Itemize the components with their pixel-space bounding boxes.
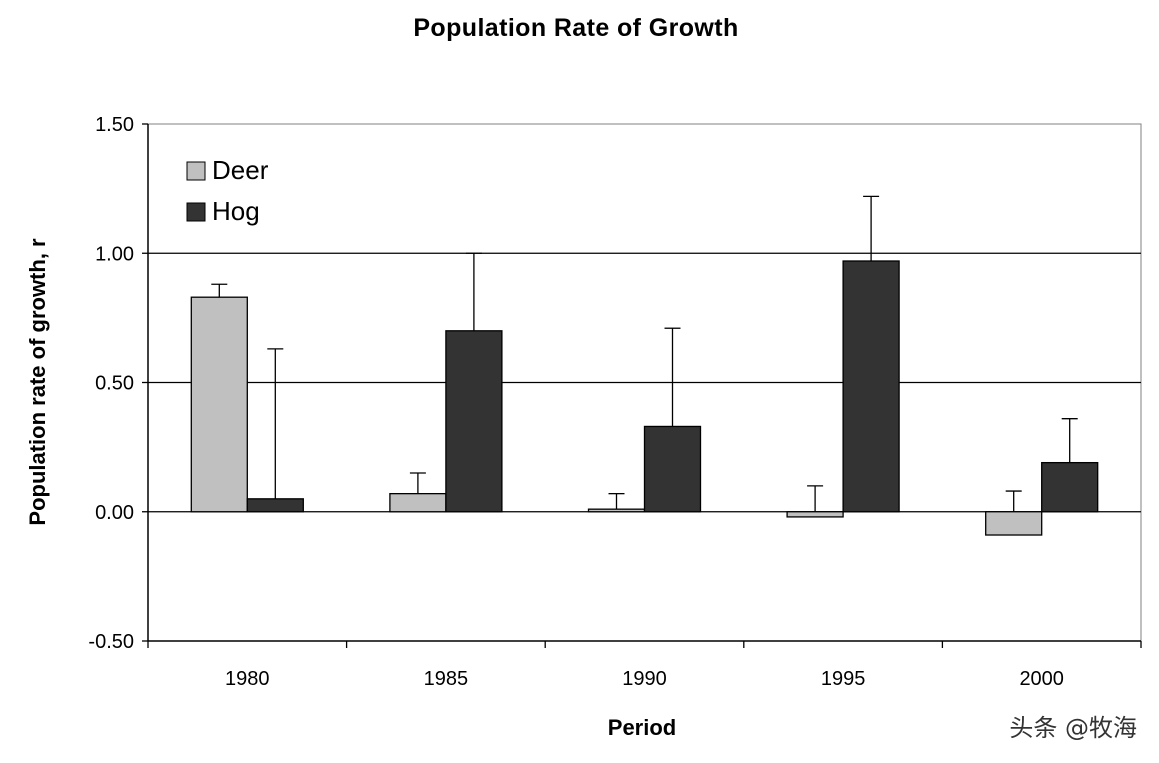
legend-swatch-hog: [186, 202, 206, 222]
legend-label-deer: Deer: [212, 155, 269, 185]
x-axis-title: Period: [608, 715, 676, 740]
y-tick-label: 0.00: [95, 502, 134, 524]
bar-hog: [246, 498, 304, 513]
x-tick-label: 2000: [1019, 668, 1064, 690]
x-tick-label: 1985: [424, 668, 469, 690]
chart-title: Population Rate of Growth: [413, 14, 739, 42]
ticks: -0.50 0.00 0.50 1.00 1.50 1980 1985 1990 1995 200…: [88, 114, 1142, 690]
y-axis-title: Population rate of growth, r: [25, 238, 50, 526]
watermark: 头条 @牧海: [1009, 714, 1137, 742]
legend-label-hog: Hog: [212, 196, 260, 226]
legend: Deer Hog: [186, 155, 269, 226]
y-tick-label: 1.00: [95, 243, 134, 265]
x-tick-label: 1990: [622, 668, 667, 690]
y-tick-label: 0.50: [95, 373, 134, 395]
bar-deer: [985, 511, 1043, 536]
bar-hog: [842, 260, 900, 513]
bar-hog: [643, 425, 702, 513]
bar-hog: [445, 330, 503, 513]
bar-deer: [786, 511, 844, 518]
bar-deer: [389, 493, 447, 513]
y-tick-label: -0.50: [88, 631, 134, 653]
x-tick-label: 1980: [225, 668, 270, 690]
bar-deer: [190, 296, 248, 513]
bars: [190, 260, 1099, 536]
y-tick-label: 1.50: [95, 114, 134, 136]
error-bars: [211, 195, 1078, 536]
bar-hog: [1041, 461, 1099, 513]
x-tick-label: 1995: [821, 668, 866, 690]
bar-deer: [587, 508, 646, 513]
legend-swatch-deer: [186, 161, 206, 181]
